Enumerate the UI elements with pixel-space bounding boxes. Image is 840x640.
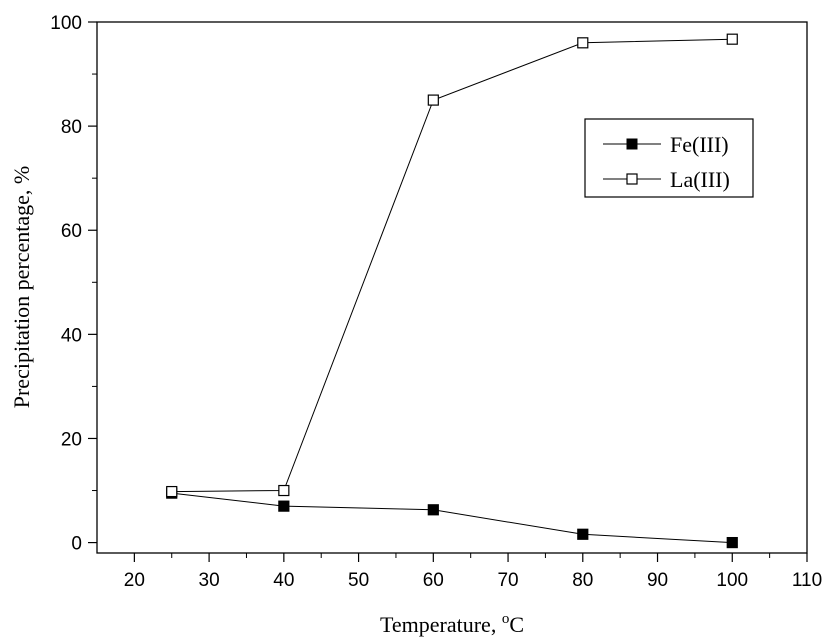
legend-box [584, 118, 754, 198]
x-tick-label: 50 [348, 570, 369, 591]
legend-marker-fe [626, 138, 638, 150]
data-point-fe [427, 504, 439, 516]
data-point-la [166, 485, 178, 498]
y-tick-label: 60 [61, 221, 82, 242]
series-layer [166, 33, 738, 549]
data-point-fe [278, 500, 290, 512]
x-tick-label: 40 [273, 570, 294, 591]
x-tick-label: 110 [792, 570, 822, 591]
x-tick-label: 30 [199, 570, 220, 591]
x-tick-label: 20 [124, 570, 145, 591]
x-axis-label-text: Temperature, [380, 612, 502, 637]
y-tick-label: 80 [61, 117, 82, 138]
data-point-la [577, 37, 589, 49]
data-point-la [427, 94, 439, 106]
legend-marker-la [626, 173, 638, 185]
x-tick-label: 90 [647, 570, 668, 591]
data-point-fe [726, 536, 738, 549]
y-tick-label: 100 [50, 13, 82, 34]
axes: 20 30 40 50 60 70 80 90 100 110 0 20 40 60 80 100 [50, 13, 822, 591]
data-point-la [278, 484, 290, 497]
y-tick-label: 0 [71, 534, 82, 555]
x-tick-label: 60 [423, 570, 444, 591]
x-axis-label-superscript: o [502, 611, 510, 627]
x-tick-label: 70 [497, 570, 518, 591]
legend: Fe(III) La(III) [584, 118, 754, 198]
series-line-la [171, 38, 733, 493]
plot-frame [96, 21, 808, 554]
data-point-fe [577, 528, 589, 540]
y-axis-label: Precipitation percentage, % [9, 166, 34, 409]
x-tick-label: 80 [572, 570, 593, 591]
data-point-la [726, 33, 738, 45]
x-tick-label: 100 [716, 570, 748, 591]
series-line-fe [171, 492, 733, 544]
y-tick-label: 20 [61, 429, 82, 450]
legend-label-la: La(III) [670, 167, 730, 192]
x-axis-label: Temperature, oC [380, 611, 524, 637]
y-tick-label: 40 [61, 325, 82, 346]
legend-label-fe: Fe(III) [670, 132, 729, 157]
x-axis-label-unit: C [509, 612, 524, 637]
